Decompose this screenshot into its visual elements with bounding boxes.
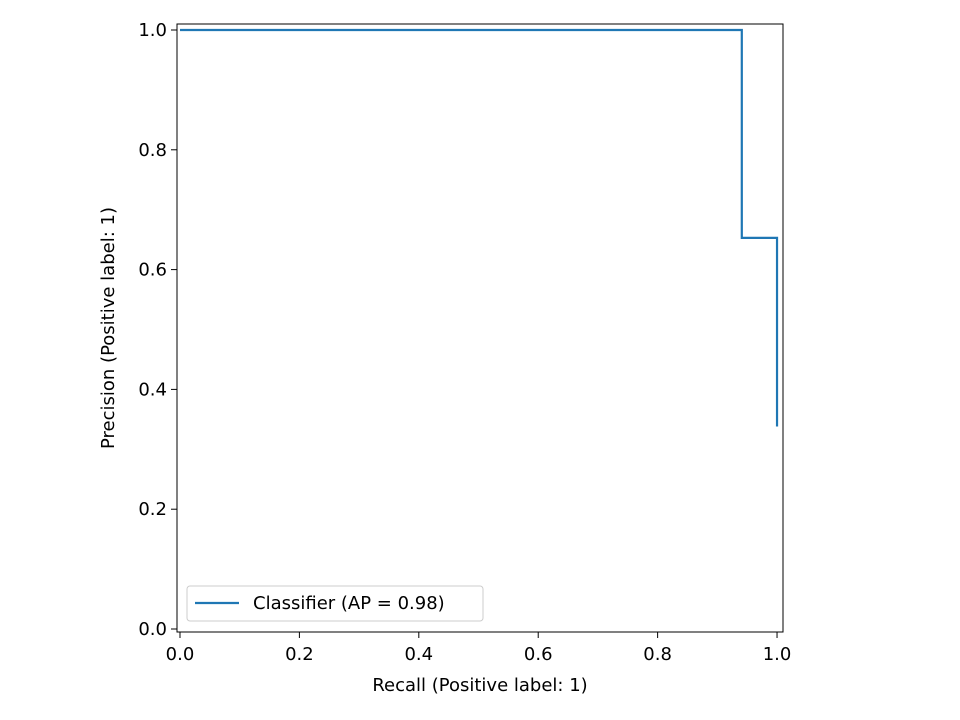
y-tick-label: 0.6 xyxy=(138,260,167,281)
x-axis-ticks: 0.0 0.2 0.4 0.6 0.8 1.0 xyxy=(166,632,792,665)
legend: Classifier (AP = 0.98) xyxy=(186,585,484,622)
x-tick-label: 0.4 xyxy=(404,644,433,665)
plot-frame xyxy=(176,23,784,633)
y-tick-label: 0.2 xyxy=(138,499,167,520)
series-line-0 xyxy=(179,28,779,427)
series-layer xyxy=(179,28,779,427)
x-tick-label: 0.0 xyxy=(166,644,195,665)
x-tick-label: 0.2 xyxy=(285,644,314,665)
y-tick-label: 0.4 xyxy=(138,379,167,400)
x-tick-label: 0.6 xyxy=(524,644,553,665)
x-axis-label: Recall (Positive label: 1) xyxy=(372,675,587,696)
y-tick-label: 0.0 xyxy=(138,619,167,640)
y-axis-ticks: 0.0 0.2 0.4 0.6 0.8 1.0 xyxy=(138,20,177,640)
y-tick-label: 1.0 xyxy=(138,20,167,41)
legend-box xyxy=(186,585,484,622)
legend-entry: Classifier (AP = 0.98) xyxy=(253,593,445,614)
x-tick-label: 1.0 xyxy=(763,644,792,665)
y-axis-label: Precision (Positive label: 1) xyxy=(98,207,119,449)
x-tick-label: 0.8 xyxy=(643,644,672,665)
y-tick-label: 0.8 xyxy=(138,140,167,161)
